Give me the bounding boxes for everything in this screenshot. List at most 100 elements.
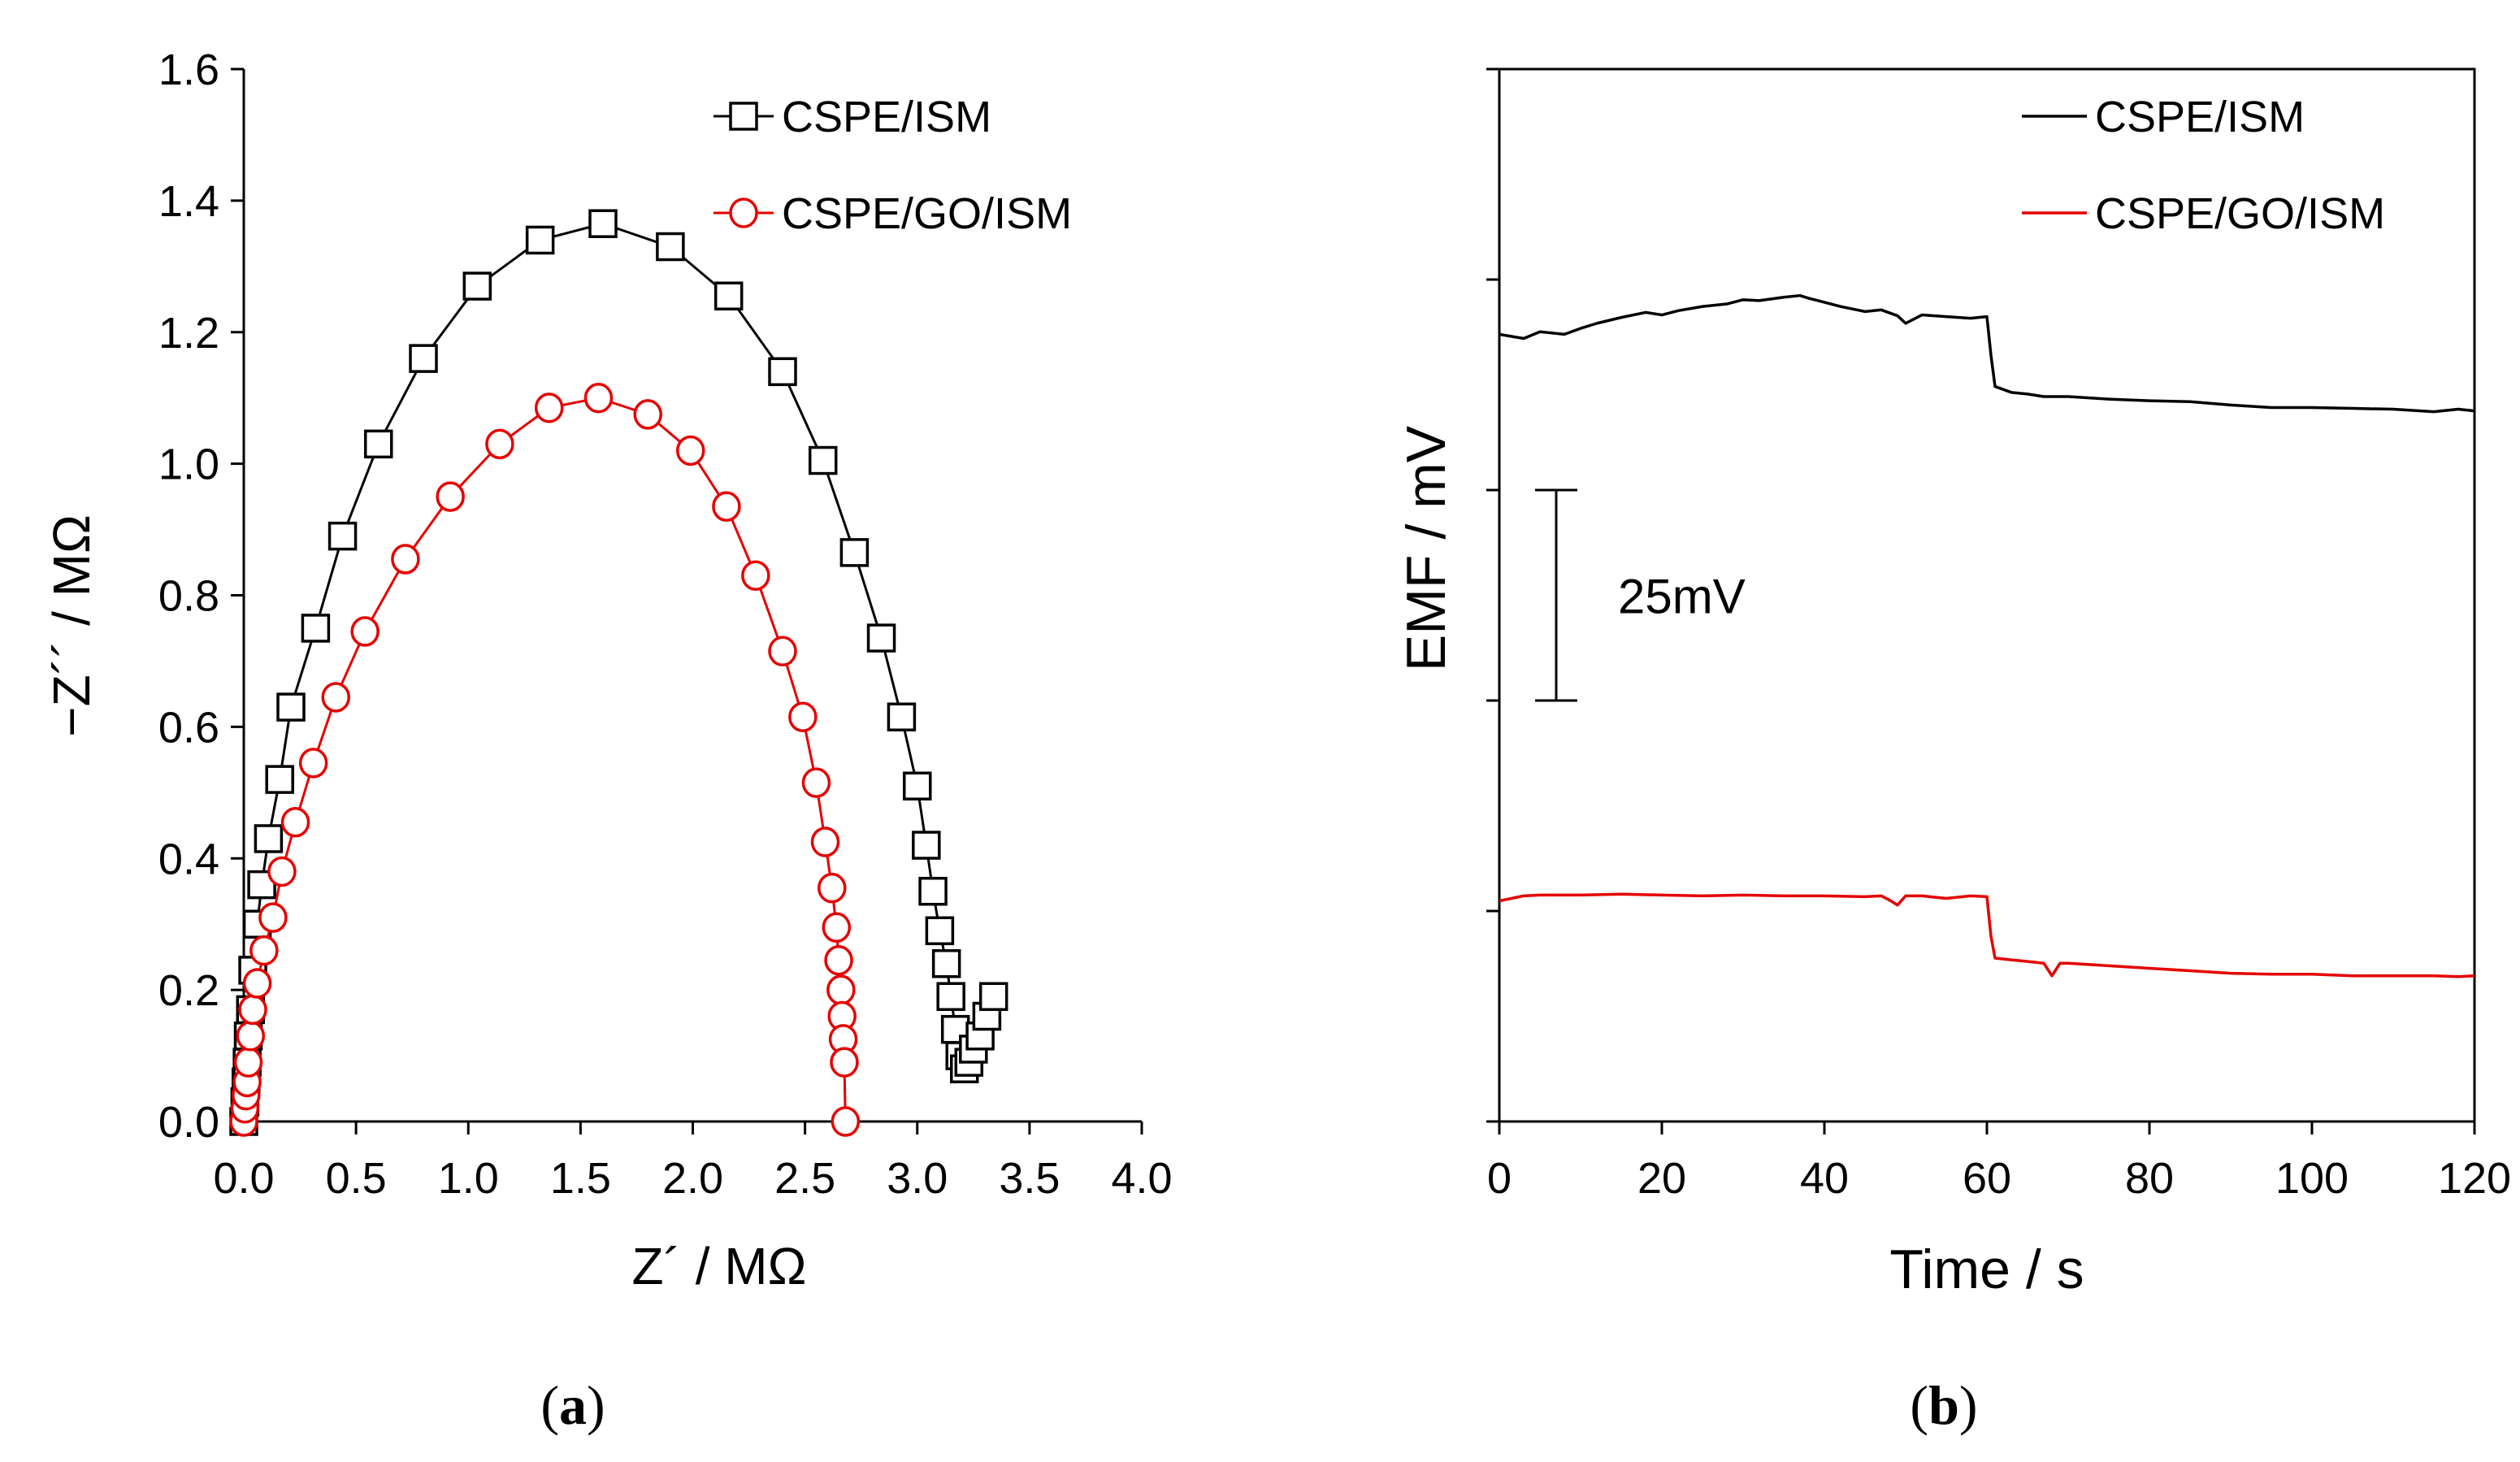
panel-a-data-point — [713, 281, 744, 310]
panel-a-data-point — [485, 428, 514, 460]
panel-a-data-point — [364, 429, 393, 459]
panel-a-data-point — [925, 916, 955, 946]
panel-a-data-point — [824, 944, 853, 976]
panel-a-x-tick-label: 2.0 — [662, 1154, 723, 1203]
panel-a-data-point — [242, 968, 272, 999]
panel-a-data-point — [712, 491, 741, 522]
panel-a-y-tick-label: 0.2 — [158, 966, 219, 1015]
panel-a-data-point — [436, 481, 465, 512]
panel-a-data-point — [233, 1047, 263, 1078]
panel-a-data-point — [768, 636, 797, 667]
panel-a-legend: CSPE/ISM CSPE/GO/ISM — [713, 93, 1072, 238]
panel-a-series — [229, 209, 1008, 1137]
panel-a-data-point — [298, 748, 328, 779]
panel-a-axes: 0.0 0.5 1.0 1.5 2.0 2.5 3.0 3.5 4.0 0.0 0.2 0.4 0.6 0… — [158, 46, 1173, 1203]
panel-a-legend-label: CSPE/GO/ISM — [782, 189, 1072, 238]
panel-a-data-point — [534, 393, 564, 423]
panel-b-x-tick-label: 60 — [1963, 1154, 2011, 1203]
panel-a-data-point — [788, 701, 818, 732]
panel-a-data-point — [254, 824, 284, 853]
panel-a-data-point — [236, 1021, 266, 1052]
panel-a-data-point — [258, 902, 288, 933]
panel-a-data-point — [327, 521, 358, 551]
panel-a-y-tick-label: 1.4 — [158, 177, 219, 226]
panel-a-data-point — [265, 765, 294, 794]
panel-a-y-tick-label: 1.6 — [158, 46, 219, 94]
panel-a-x-tick-label: 0.5 — [326, 1154, 387, 1203]
panel-a-y-axis-label: −Z´´ / MΩ — [42, 514, 101, 737]
panel-a-legend-marker — [729, 197, 758, 228]
panel-a-x-tick-label: 3.0 — [887, 1154, 948, 1203]
panel-b-caption: (b) — [1910, 1374, 1977, 1436]
panel-b-x-tick-label: 120 — [2438, 1154, 2511, 1203]
panel-b-series-cspe-ism — [1499, 293, 2475, 414]
panel-a-data-point — [822, 912, 852, 943]
panel-a-legend-label: CSPE/ISM — [782, 93, 991, 141]
panel-a-data-point — [280, 806, 310, 838]
panel-a-data-point — [839, 538, 870, 567]
panel-a-data-point — [583, 382, 614, 414]
panel-a-x-tick-label: 1.5 — [550, 1154, 611, 1203]
panel-a-data-point — [588, 209, 618, 238]
panel-a-data-point — [831, 1106, 861, 1137]
panel-b-legend-label: CSPE/GO/ISM — [2095, 189, 2385, 238]
panel-a-y-tick-label: 1.0 — [158, 440, 219, 489]
panel-a-data-point — [656, 232, 685, 262]
panel-a-x-tick-label: 3.5 — [999, 1154, 1060, 1203]
panel-a-data-point — [936, 982, 965, 1011]
panel-b-x-tick-label: 20 — [1637, 1154, 1686, 1203]
panel-a-letter: a — [559, 1374, 587, 1436]
panel-b-x-tick-label: 40 — [1800, 1154, 1849, 1203]
panel-b-scale-bar: 25mV — [1535, 488, 1746, 702]
panel-a-data-point — [912, 831, 941, 860]
panel-a-data-point — [267, 856, 297, 887]
panel-a-data-point — [249, 935, 279, 966]
panel-a-data-point — [826, 974, 856, 1005]
panel-a-data-point — [675, 435, 705, 466]
panel-a-x-tick-label: 2.5 — [774, 1154, 835, 1203]
panel-a-data-point — [808, 445, 838, 475]
panel-a-data-point — [830, 1047, 859, 1078]
panel-a-data-point — [801, 767, 831, 798]
panel-a-x-axis-label: Z´ / MΩ — [632, 1237, 807, 1295]
panel-a-data-point — [741, 560, 770, 591]
panel-a-data-point — [810, 826, 840, 857]
panel-a-series-cspe-ism — [229, 209, 1008, 1136]
scale-bar-label: 25mV — [1618, 570, 1746, 624]
panel-a-data-point — [866, 623, 896, 653]
panel-a-data-point — [887, 702, 917, 731]
panel-a-data-point — [978, 982, 1008, 1011]
panel-a-data-point — [276, 692, 306, 722]
panel-a-series-cspe-go-ism — [229, 382, 861, 1137]
panel-b-x-tick-label: 100 — [2275, 1154, 2349, 1203]
panel-a-data-point — [918, 876, 948, 906]
panel-a-legend-marker — [729, 102, 758, 131]
panel-a-data-point — [633, 399, 662, 430]
panel-b-letter: b — [1928, 1374, 1959, 1436]
panel-a-data-point — [903, 771, 932, 800]
panel-b-axes: 0 20 40 60 80 100 120 — [1486, 67, 2511, 1203]
panel-b-y-axis-label: EMF / mV — [1395, 425, 1457, 671]
panel-a-nyquist-plot: 0.0 0.5 1.0 1.5 2.0 2.5 3.0 3.5 4.0 0.0 0.2 0.4 0.6 0… — [42, 46, 1173, 1436]
panel-a-data-point — [818, 872, 847, 904]
panel-b-legend-label: CSPE/ISM — [2095, 93, 2305, 141]
panel-a-data-point — [238, 994, 267, 1026]
panel-a-y-tick-label: 0.8 — [158, 572, 219, 621]
panel-b-legend: CSPE/ISM CSPE/GO/ISM — [2022, 93, 2385, 238]
panel-b-x-axis-label: Time / s — [1889, 1239, 2084, 1300]
panel-a-y-tick-label: 0.4 — [158, 835, 219, 883]
panel-b-series-cspe-go-ism — [1499, 892, 2475, 978]
panel-a-data-point — [301, 614, 331, 643]
panel-a-y-tick-label: 1.2 — [158, 309, 219, 358]
panel-a-data-point — [931, 949, 961, 978]
panel-b-series — [1499, 293, 2475, 978]
panel-a-data-point — [321, 682, 351, 713]
panel-a-data-point — [768, 357, 797, 387]
panel-a-data-point — [391, 544, 420, 575]
panel-a-x-tick-label: 4.0 — [1111, 1154, 1172, 1203]
panel-b-emf-time-plot: 0 20 40 60 80 100 120 CSPE/ISM CSPE/GO/ISM 25mV… — [1395, 67, 2511, 1436]
panel-a-y-tick-label: 0.6 — [158, 703, 219, 752]
panel-a-caption: (a) — [540, 1374, 605, 1436]
